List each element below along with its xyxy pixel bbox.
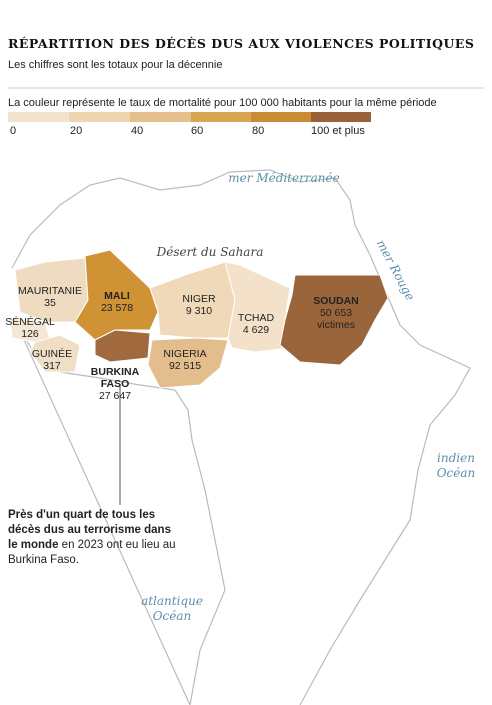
- region-name: SOUDAN: [313, 295, 359, 307]
- legend-label: 60: [191, 125, 203, 137]
- region-value: 35: [44, 297, 56, 309]
- legend-bar: [8, 112, 371, 122]
- region-name: FASO: [101, 378, 130, 390]
- region-unit: victimes: [317, 319, 355, 331]
- region-value: 23 578: [101, 302, 133, 314]
- region-name: TCHAD: [238, 312, 275, 324]
- sea-label: atlantique: [141, 594, 203, 608]
- legend-label: 0: [10, 125, 16, 137]
- title: RÉPARTITION DES DÉCÈS DUS AUX VIOLENCES …: [8, 36, 474, 51]
- sea-label: indien: [437, 451, 475, 465]
- region-name: MALI: [104, 290, 130, 302]
- region-name: MAURITANIE: [18, 285, 82, 297]
- sea-label: mer Méditerranée: [228, 171, 339, 185]
- region-name: NIGERIA: [163, 348, 206, 360]
- region-value: 92 515: [169, 360, 201, 372]
- legend-title: La couleur représente le taux de mortali…: [8, 97, 437, 109]
- sea-label: Océan: [153, 609, 192, 623]
- region-value: 9 310: [186, 305, 212, 317]
- annotation: Près d'un quart de tous les décès dus au…: [8, 508, 178, 568]
- region-value: 4 629: [243, 324, 269, 336]
- region-name: GUINÉE: [32, 347, 72, 360]
- legend-label: 80: [252, 125, 264, 137]
- sea-label: Océan: [437, 466, 476, 480]
- legend-label: 20: [70, 125, 82, 137]
- subtitle: Les chiffres sont les totaux pour la déc…: [8, 59, 222, 71]
- region-value: 27 647: [99, 390, 131, 402]
- desert-label: Désert du Sahara: [156, 245, 264, 259]
- region-value: 50 653: [320, 307, 352, 319]
- legend-label: 100 et plus: [311, 125, 365, 137]
- region-name: NIGER: [182, 293, 216, 305]
- annotation-bold: Près d'un quart de tous les décès dus au…: [8, 509, 171, 551]
- annotation-text: en 2023 ont eu lieu au Burkina Faso.: [8, 539, 176, 566]
- region-name: SÉNÉGAL: [5, 315, 55, 328]
- region-name: BURKINA: [91, 366, 140, 378]
- region-value: 317: [43, 360, 61, 372]
- countries: [9, 249, 389, 389]
- legend-label: 40: [131, 125, 143, 137]
- region-value: 126: [21, 328, 39, 340]
